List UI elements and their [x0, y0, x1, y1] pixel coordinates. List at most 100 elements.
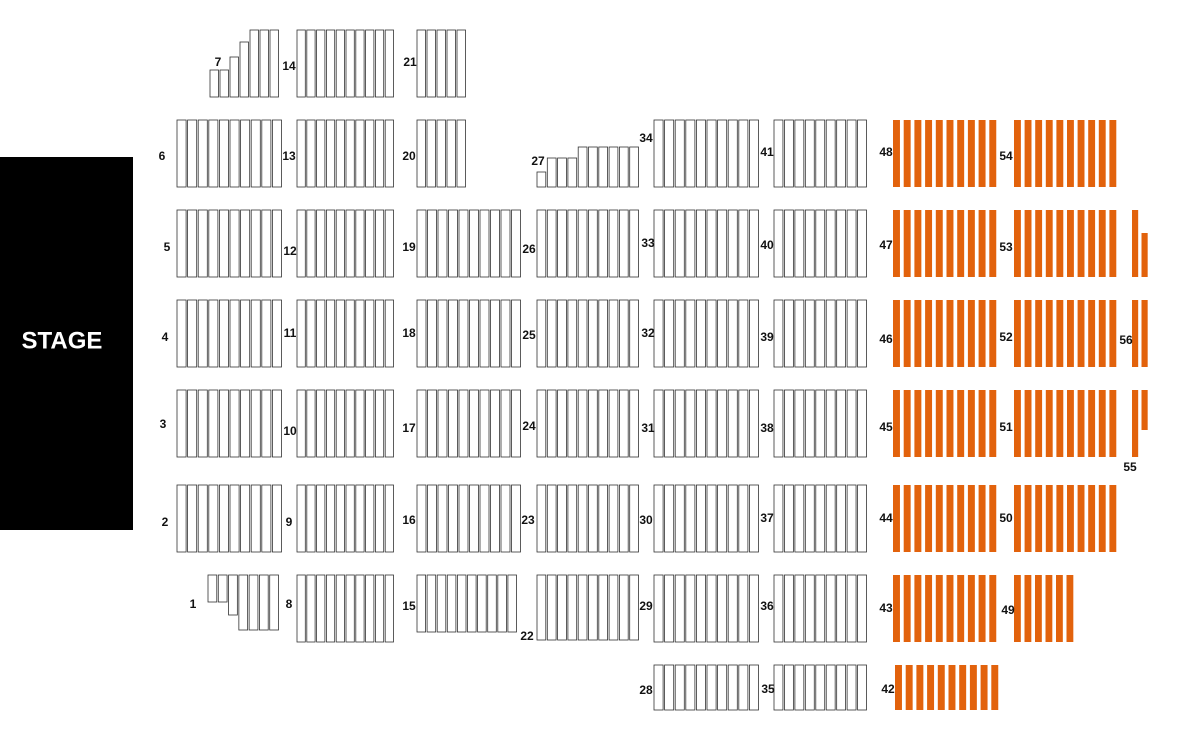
- section: 18: [402, 299, 521, 368]
- seat: [218, 299, 229, 368]
- seat: [365, 389, 375, 458]
- seat: [261, 119, 272, 188]
- seat: [738, 574, 749, 643]
- seat: [187, 119, 198, 188]
- section: 1: [190, 574, 279, 631]
- section-label: 9: [286, 515, 293, 529]
- section-label: 16: [402, 513, 416, 527]
- seat: [804, 664, 815, 711]
- seat: [416, 299, 427, 368]
- seat: [749, 389, 759, 458]
- section: 15: [402, 574, 517, 633]
- seat: [355, 389, 365, 458]
- seat: [685, 389, 696, 458]
- seat: [374, 29, 385, 98]
- seat: [903, 390, 911, 457]
- seat: [345, 119, 355, 188]
- seat: [727, 664, 738, 711]
- seat: [218, 119, 229, 188]
- seat: [384, 119, 394, 188]
- section: 48: [879, 120, 997, 187]
- seat: [218, 389, 229, 458]
- section: 47: [879, 210, 997, 277]
- seat: [239, 41, 249, 98]
- seat: [957, 390, 965, 457]
- section: 23: [521, 484, 639, 553]
- seat: [384, 299, 394, 368]
- seat: [229, 389, 240, 458]
- seat: [794, 299, 805, 368]
- seat: [557, 209, 567, 278]
- seat: [893, 390, 900, 457]
- section-label: 37: [760, 511, 774, 525]
- seat: [479, 299, 490, 368]
- seat: [1098, 300, 1106, 367]
- seat: [738, 389, 749, 458]
- seat: [893, 300, 900, 367]
- seat: [1035, 575, 1042, 642]
- seat: [271, 209, 282, 278]
- seat: [500, 484, 511, 553]
- seat: [706, 119, 717, 188]
- seat: [240, 389, 251, 458]
- seat: [296, 209, 306, 278]
- seat: [427, 389, 437, 458]
- seat: [629, 146, 639, 188]
- seat: [903, 485, 911, 552]
- section: 52: [999, 300, 1117, 367]
- seat: [458, 299, 469, 368]
- seat: [176, 299, 187, 368]
- seat: [316, 299, 326, 368]
- seat: [685, 574, 696, 643]
- seat: [957, 300, 965, 367]
- seat: [946, 575, 954, 642]
- seat: [784, 119, 794, 188]
- seat: [306, 574, 316, 643]
- seat: [727, 299, 738, 368]
- seat: [1109, 485, 1117, 552]
- seat: [384, 574, 394, 643]
- seat: [989, 485, 997, 552]
- seat: [989, 390, 997, 457]
- seat: [500, 209, 511, 278]
- seat: [706, 664, 717, 711]
- seat: [456, 119, 466, 188]
- section-label: 17: [402, 421, 416, 435]
- seat: [664, 119, 675, 188]
- seat: [629, 299, 639, 368]
- seat: [1066, 575, 1074, 642]
- section-label: 34: [639, 131, 653, 145]
- seat: [1045, 300, 1053, 367]
- seat: [296, 484, 306, 553]
- seat: [957, 485, 965, 552]
- seat: [1088, 485, 1096, 552]
- seat: [1035, 210, 1043, 277]
- seat: [507, 574, 517, 633]
- seat: [925, 300, 933, 367]
- seat: [345, 389, 355, 458]
- seat: [857, 119, 867, 188]
- seat: [825, 664, 836, 711]
- seat: [500, 389, 511, 458]
- section-label: 55: [1123, 460, 1137, 474]
- seat: [653, 664, 664, 711]
- seat: [269, 29, 279, 98]
- seat: [261, 389, 272, 458]
- seat: [446, 119, 456, 188]
- seat: [577, 389, 588, 458]
- seat: [1045, 485, 1053, 552]
- section-label: 3: [160, 417, 167, 431]
- seat: [577, 574, 588, 641]
- seat: [577, 146, 588, 188]
- seat: [1035, 485, 1043, 552]
- seat: [846, 574, 857, 643]
- seat: [749, 209, 759, 278]
- seat: [511, 209, 521, 278]
- seat: [426, 574, 437, 633]
- seat: [946, 120, 954, 187]
- seat: [836, 209, 847, 278]
- seat: [208, 484, 219, 553]
- seat: [717, 209, 728, 278]
- seat: [374, 574, 385, 643]
- seat: [384, 209, 394, 278]
